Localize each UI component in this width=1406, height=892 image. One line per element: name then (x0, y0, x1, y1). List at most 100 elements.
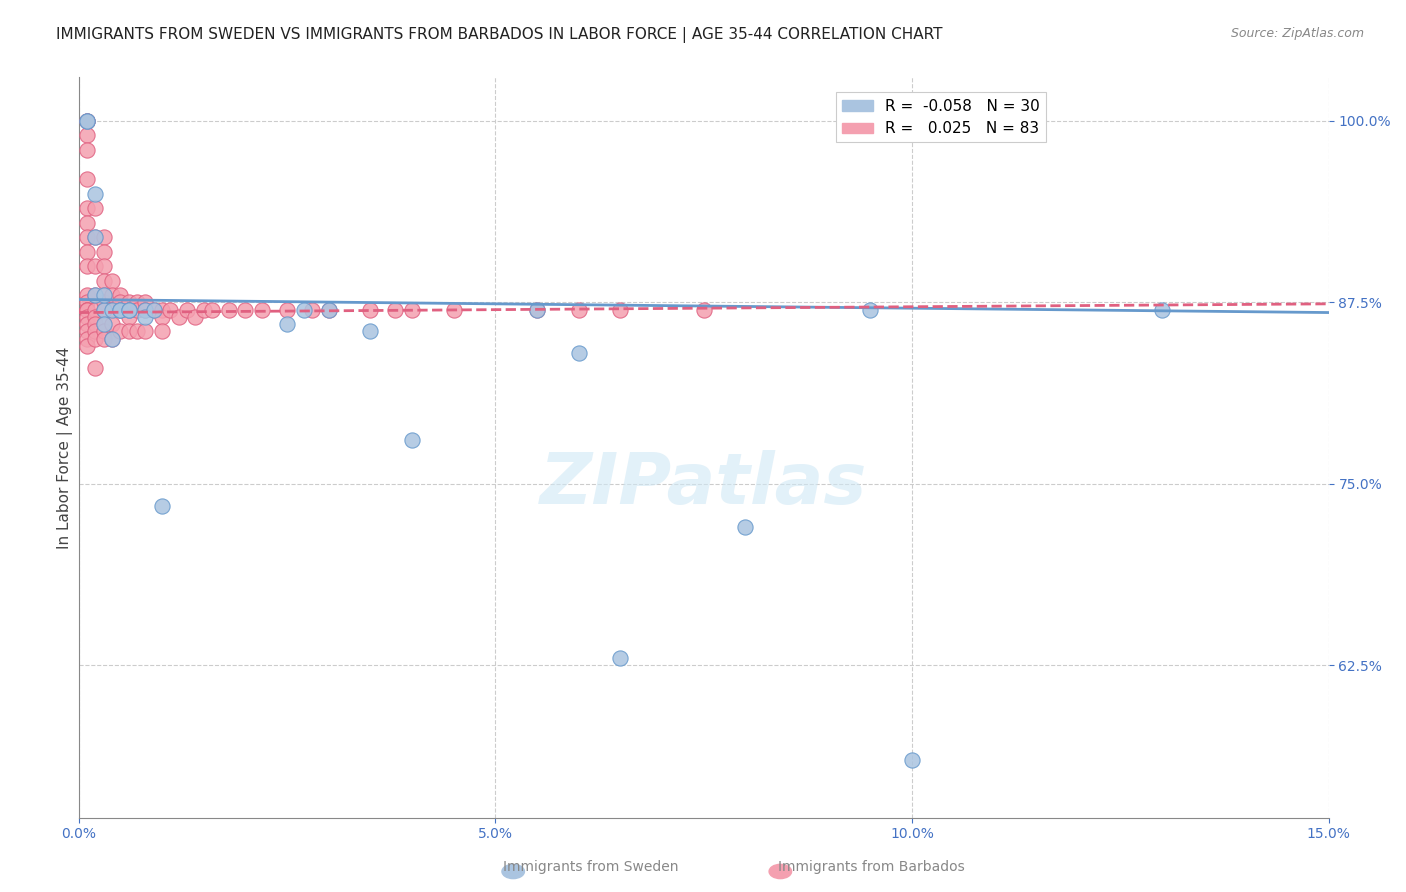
Point (76, 216, 98, 230)
Point (250, 302, 273, 317)
Point (150, 325, 173, 339)
Point (110, 302, 132, 317)
Point (118, 295, 141, 310)
Text: Immigrants from Sweden: Immigrants from Sweden (503, 860, 678, 874)
Point (301, 302, 323, 317)
Text: Source: ZipAtlas.com: Source: ZipAtlas.com (1230, 27, 1364, 40)
Text: ZIPatlas: ZIPatlas (540, 450, 868, 519)
Point (76, 310, 98, 324)
Point (93, 325, 115, 339)
Point (184, 310, 207, 324)
Text: Immigrants from Barbados: Immigrants from Barbados (779, 860, 965, 874)
Point (84, 288, 107, 302)
Point (84, 288, 107, 302)
Point (76, 295, 98, 310)
Point (93, 244, 115, 259)
Point (76, 114, 98, 128)
Point (118, 302, 141, 317)
Point (84, 325, 107, 339)
Point (84, 259, 107, 273)
Point (134, 295, 156, 310)
Point (134, 325, 156, 339)
Point (159, 302, 181, 317)
Point (276, 302, 298, 317)
Point (118, 310, 141, 324)
Point (401, 302, 423, 317)
Point (76, 302, 98, 317)
Point (609, 651, 631, 665)
Point (76, 143, 98, 157)
Point (93, 288, 115, 302)
Point (84, 230, 107, 244)
Point (142, 302, 165, 317)
Point (84, 201, 107, 215)
Point (76, 128, 98, 143)
Point (101, 332, 124, 346)
Point (1150, 302, 1173, 317)
Text: IMMIGRANTS FROM SWEDEN VS IMMIGRANTS FROM BARBADOS IN LABOR FORCE | AGE 35-44 CO: IMMIGRANTS FROM SWEDEN VS IMMIGRANTS FRO… (56, 27, 943, 43)
Point (101, 302, 124, 317)
Point (118, 302, 141, 317)
Point (93, 302, 115, 317)
Point (201, 302, 224, 317)
Point (76, 302, 98, 317)
Y-axis label: In Labor Force | Age 35-44: In Labor Force | Age 35-44 (58, 346, 73, 549)
Point (84, 332, 107, 346)
Point (84, 186, 107, 201)
Point (568, 346, 591, 360)
Point (93, 274, 115, 288)
Point (84, 302, 107, 317)
Point (93, 259, 115, 273)
Point (101, 274, 124, 288)
Point (125, 302, 148, 317)
Point (359, 302, 381, 317)
Point (193, 302, 215, 317)
Point (110, 288, 132, 302)
Point (84, 317, 107, 331)
Point (443, 302, 465, 317)
Point (101, 302, 124, 317)
Point (134, 302, 156, 317)
Point (176, 302, 198, 317)
Point (76, 317, 98, 331)
Point (118, 325, 141, 339)
Point (76, 172, 98, 186)
Point (84, 230, 107, 244)
Point (167, 310, 190, 324)
Point (76, 288, 98, 302)
Point (93, 295, 115, 310)
Point (110, 302, 132, 317)
Point (568, 302, 591, 317)
Point (359, 325, 381, 339)
Point (384, 302, 406, 317)
Point (118, 302, 141, 317)
Point (93, 230, 115, 244)
Point (76, 201, 98, 215)
Point (93, 317, 115, 331)
Point (76, 332, 98, 346)
Point (76, 302, 98, 317)
Point (859, 302, 882, 317)
Point (125, 295, 148, 310)
Point (101, 332, 124, 346)
Point (150, 310, 173, 324)
Point (318, 302, 340, 317)
Point (110, 295, 132, 310)
Point (93, 317, 115, 331)
Point (901, 753, 924, 767)
Point (76, 339, 98, 353)
Point (292, 302, 315, 317)
Point (150, 302, 173, 317)
Point (84, 360, 107, 375)
Point (76, 230, 98, 244)
Point (93, 288, 115, 302)
Point (142, 302, 165, 317)
Point (93, 302, 115, 317)
Point (276, 317, 298, 331)
Point (110, 325, 132, 339)
Point (101, 317, 124, 331)
Point (235, 302, 257, 317)
Legend: R =  -0.058   N = 30, R =   0.025   N = 83: R = -0.058 N = 30, R = 0.025 N = 83 (837, 93, 1046, 143)
Point (101, 288, 124, 302)
Point (93, 332, 115, 346)
